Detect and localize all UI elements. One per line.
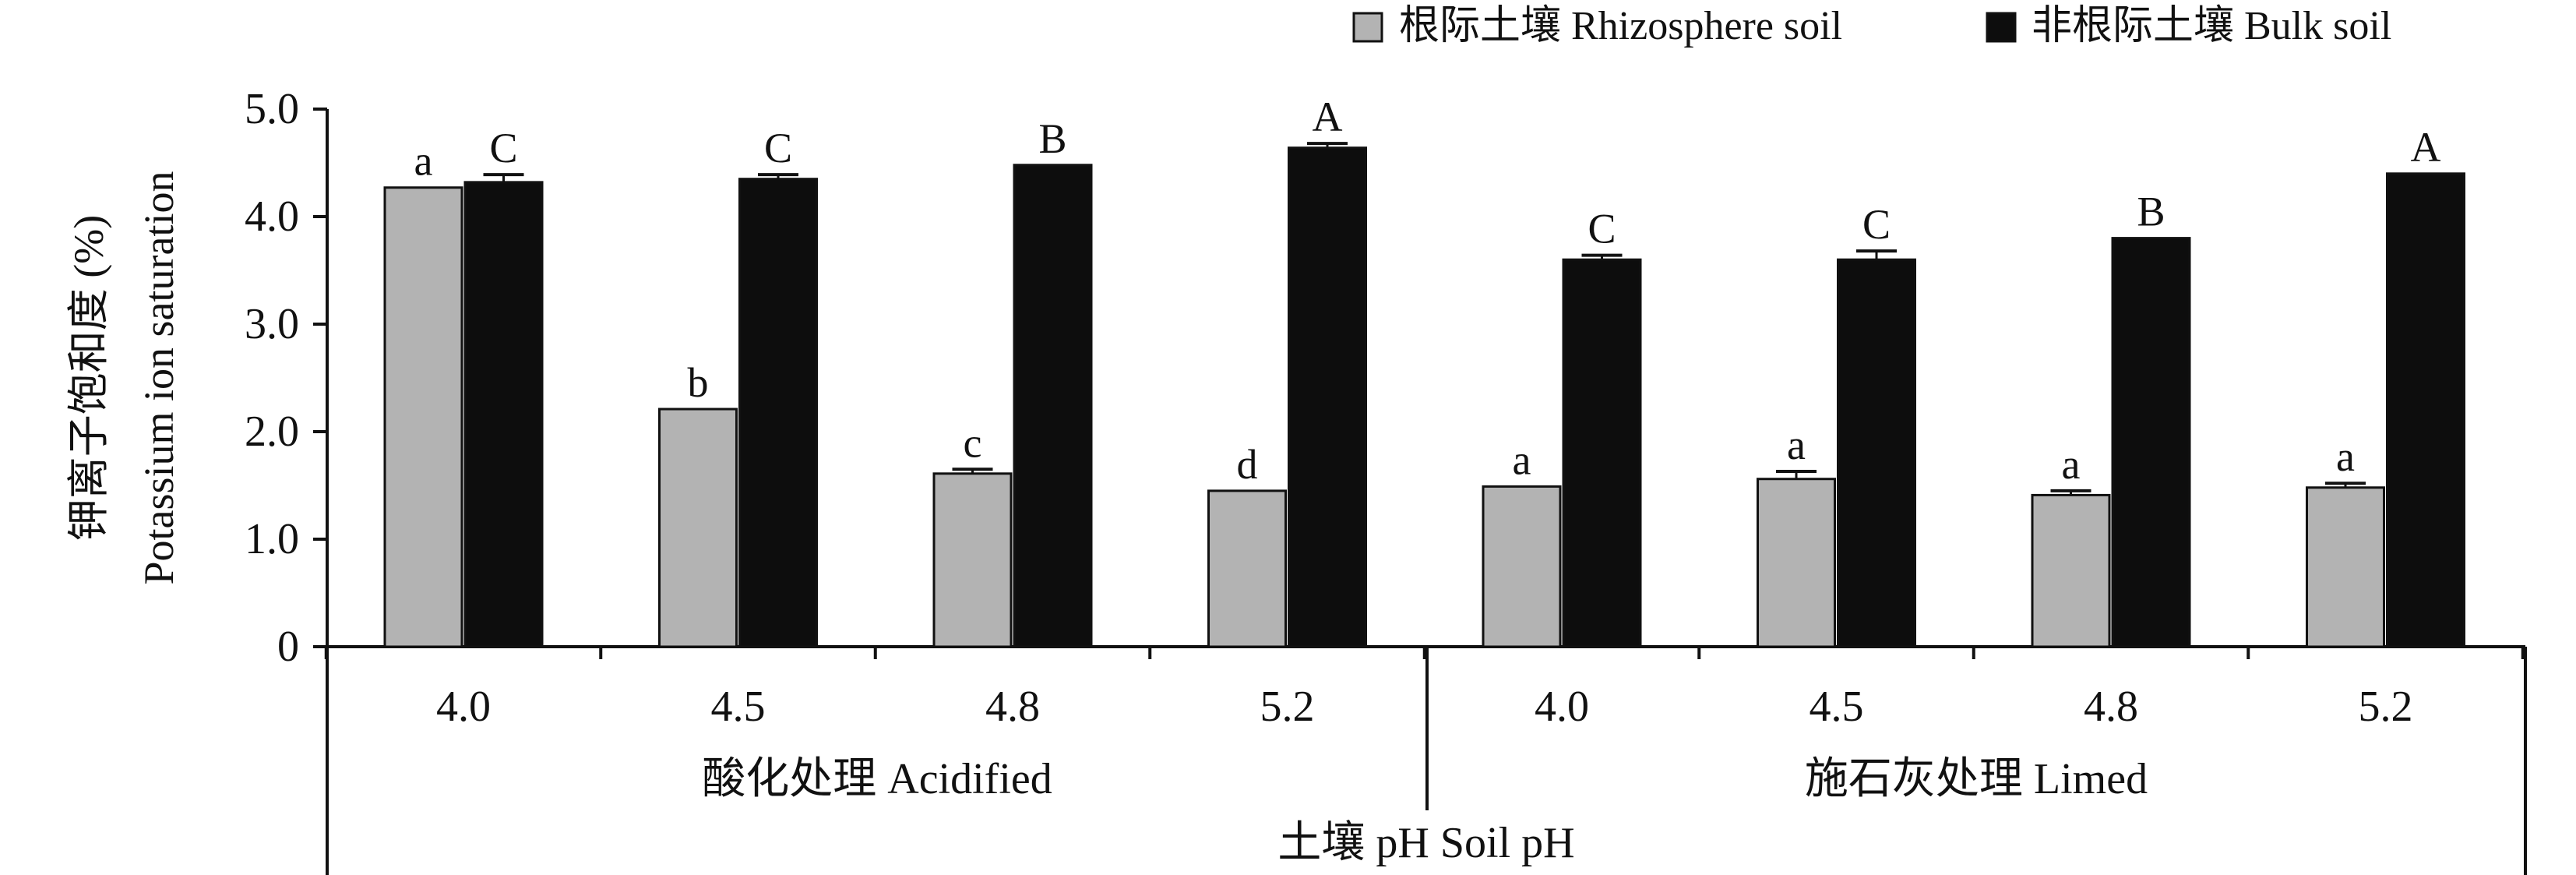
y-axis-title-cn: 钾离子饱和度 (%) [65, 215, 112, 541]
x-tick-label: 4.0 [436, 683, 491, 731]
significance-letter: a [414, 138, 433, 185]
bar-bulk [2111, 237, 2191, 648]
bar-rhizosphere [2306, 486, 2385, 648]
y-axis [313, 108, 329, 651]
significance-letter: a [1513, 436, 1531, 483]
significance-letters: a Cb Cc Bd Aa Ca Ca Ba A [414, 93, 2441, 488]
significance-letter: C [1862, 201, 1891, 248]
significance-letter: C [489, 125, 517, 171]
error-bars [483, 142, 2366, 496]
group-label-acidified: 酸化处理 Acidified [702, 755, 1052, 803]
significance-letter: A [2411, 124, 2441, 171]
y-axis-title-en: Potassium ion saturation [136, 171, 182, 585]
x-tick-label: 5.2 [2359, 683, 2413, 731]
significance-letter: d [1237, 441, 1258, 488]
bar-bulk [1837, 258, 1916, 648]
y-tick-label: 4.0 [245, 192, 299, 241]
x-tick-label: 4.0 [1535, 683, 1589, 731]
y-tick-label: 2.0 [245, 408, 299, 456]
bar-rhizosphere [2031, 493, 2111, 648]
bar-rhizosphere [1482, 485, 1562, 648]
significance-letter: C [764, 125, 792, 171]
x-tick-label: 5.2 [1260, 683, 1315, 731]
bar-rhizosphere [932, 472, 1013, 648]
significance-letter: B [1038, 115, 1066, 162]
bar-bulk [1288, 146, 1367, 648]
y-tick-label: 5.0 [245, 85, 299, 133]
legend: 根际土壤 Rhizosphere soil 非根际土壤 Bulk soil [1352, 4, 2391, 48]
significance-letter: B [2137, 189, 2165, 235]
bar-rhizosphere [1757, 478, 1836, 648]
x-tick-label: 4.8 [2084, 683, 2138, 731]
bar-bulk [738, 178, 818, 648]
legend-swatch-rhizosphere [1352, 12, 1383, 43]
x-tick-label: 4.5 [1810, 683, 1864, 731]
significance-letter: a [2336, 433, 2355, 480]
significance-letter: c [964, 419, 982, 466]
x-tick-labels: 4.0 4.5 4.8 5.2 4.0 4.5 4.8 5.2 [436, 683, 2413, 731]
legend-swatch-bulk [1986, 12, 2017, 43]
bars [383, 146, 2465, 648]
significance-letter: A [1313, 93, 1343, 140]
x-axis-title: 土壤 pH Soil pH [1277, 819, 1574, 867]
bar-rhizosphere [1207, 489, 1287, 648]
group-label-limed: 施石灰处理 Limed [1805, 755, 2148, 803]
x-tick-label: 4.8 [985, 683, 1040, 731]
bar-rhizosphere [383, 186, 463, 648]
y-tick-label: 0 [277, 623, 299, 671]
bar-rhizosphere [658, 408, 738, 648]
x-tick-label: 4.5 [711, 683, 766, 731]
bar-bulk [1013, 164, 1093, 648]
y-tick-labels: 0 1.0 2.0 3.0 4.0 5.0 [245, 85, 299, 671]
legend-label-bulk: 非根际土壤 Bulk soil [2032, 4, 2391, 48]
bar-bulk [2386, 172, 2465, 648]
significance-letter: C [1588, 206, 1616, 252]
significance-letter: a [1787, 422, 1806, 468]
significance-letter: a [2062, 441, 2081, 488]
significance-letter: b [688, 359, 709, 406]
bar-bulk [463, 181, 544, 648]
bar-bulk [1562, 258, 1642, 648]
y-tick-label: 1.0 [245, 515, 299, 563]
y-tick-label: 3.0 [245, 300, 299, 348]
legend-label-rhizosphere: 根际土壤 Rhizosphere soil [1399, 4, 1842, 48]
